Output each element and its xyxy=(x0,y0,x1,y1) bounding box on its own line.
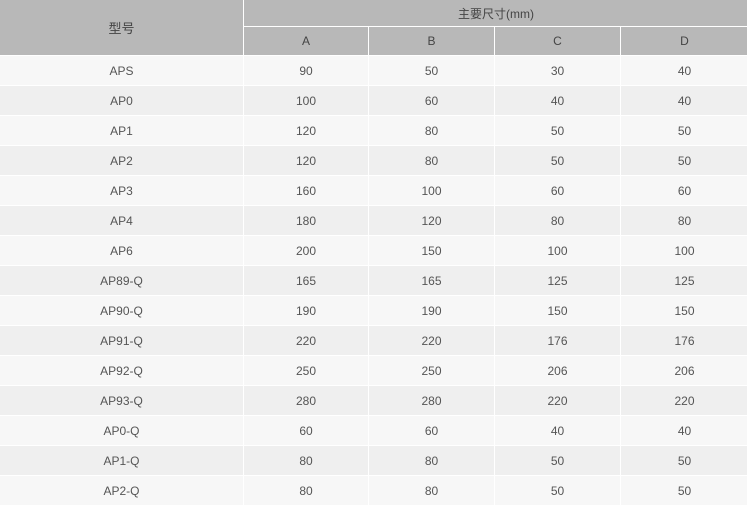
dimension-b-cell: 190 xyxy=(368,295,495,326)
dimension-a-cell: 190 xyxy=(243,295,369,326)
model-cell: AP0 xyxy=(0,85,244,116)
model-cell: APS xyxy=(0,55,244,86)
table-row: AP3 160 100 60 60 xyxy=(0,175,747,206)
table-row: AP91-Q 220 220 176 176 xyxy=(0,325,747,356)
model-header: 型号 xyxy=(0,0,244,56)
table-row: AP93-Q 280 280 220 220 xyxy=(0,385,747,416)
table-row: AP6 200 150 100 100 xyxy=(0,235,747,266)
dimension-a-cell: 250 xyxy=(243,355,369,386)
dimension-b-cell: 280 xyxy=(368,385,495,416)
dimension-c-cell: 125 xyxy=(494,265,621,296)
table-row: AP0-Q 60 60 40 40 xyxy=(0,415,747,446)
dimension-d-cell: 50 xyxy=(620,445,747,476)
dimension-c-cell: 50 xyxy=(494,475,621,506)
dimension-c-cell: 50 xyxy=(494,115,621,146)
dimension-c-cell: 40 xyxy=(494,85,621,116)
table-row: AP90-Q 190 190 150 150 xyxy=(0,295,747,326)
model-cell: AP92-Q xyxy=(0,355,244,386)
model-cell: AP89-Q xyxy=(0,265,244,296)
model-cell: AP3 xyxy=(0,175,244,206)
dimension-a-cell: 160 xyxy=(243,175,369,206)
dimension-a-cell: 180 xyxy=(243,205,369,236)
dimension-d-cell: 125 xyxy=(620,265,747,296)
dimension-c-cell: 50 xyxy=(494,145,621,176)
dimension-d-cell: 80 xyxy=(620,205,747,236)
dimension-d-cell: 40 xyxy=(620,415,747,446)
dimension-b-cell: 80 xyxy=(368,445,495,476)
dimension-a-cell: 120 xyxy=(243,115,369,146)
dimension-d-cell: 50 xyxy=(620,115,747,146)
dimension-c-cell: 100 xyxy=(494,235,621,266)
dimension-b-cell: 50 xyxy=(368,55,495,86)
dimension-b-cell: 60 xyxy=(368,415,495,446)
model-cell: AP90-Q xyxy=(0,295,244,326)
model-cell: AP0-Q xyxy=(0,415,244,446)
table-row: AP1 120 80 50 50 xyxy=(0,115,747,146)
model-cell: AP1-Q xyxy=(0,445,244,476)
table-row: AP4 180 120 80 80 xyxy=(0,205,747,236)
column-header-d: D xyxy=(620,26,747,56)
dimension-c-cell: 40 xyxy=(494,415,621,446)
dimension-d-cell: 50 xyxy=(620,475,747,506)
dimension-d-cell: 100 xyxy=(620,235,747,266)
dimension-d-cell: 220 xyxy=(620,385,747,416)
table-row: AP0 100 60 40 40 xyxy=(0,85,747,116)
dimension-b-cell: 100 xyxy=(368,175,495,206)
dimension-a-cell: 120 xyxy=(243,145,369,176)
dimension-a-cell: 280 xyxy=(243,385,369,416)
dimension-c-cell: 206 xyxy=(494,355,621,386)
dimension-d-cell: 150 xyxy=(620,295,747,326)
model-cell: AP1 xyxy=(0,115,244,146)
dimension-c-cell: 80 xyxy=(494,205,621,236)
dimension-b-cell: 80 xyxy=(368,145,495,176)
dimension-a-cell: 80 xyxy=(243,445,369,476)
dimension-a-cell: 60 xyxy=(243,415,369,446)
dimension-b-cell: 220 xyxy=(368,325,495,356)
dimension-c-cell: 30 xyxy=(494,55,621,86)
table-row: AP2-Q 80 80 50 50 xyxy=(0,475,747,506)
table-row: AP92-Q 250 250 206 206 xyxy=(0,355,747,386)
model-cell: AP2-Q xyxy=(0,475,244,506)
table-row: APS 90 50 30 40 xyxy=(0,55,747,86)
dimension-a-cell: 165 xyxy=(243,265,369,296)
dimensions-table: 型号 主要尺寸(mm) A B C D APS 90 50 30 40 AP0 100 60 4… xyxy=(0,0,747,506)
dimension-b-cell: 250 xyxy=(368,355,495,386)
dimension-c-cell: 176 xyxy=(494,325,621,356)
dimension-c-cell: 220 xyxy=(494,385,621,416)
table-row: AP2 120 80 50 50 xyxy=(0,145,747,176)
model-cell: AP6 xyxy=(0,235,244,266)
dimension-b-cell: 150 xyxy=(368,235,495,266)
dimension-b-cell: 60 xyxy=(368,85,495,116)
dimension-c-cell: 50 xyxy=(494,445,621,476)
dimension-d-cell: 206 xyxy=(620,355,747,386)
dimension-d-cell: 176 xyxy=(620,325,747,356)
dimension-b-cell: 80 xyxy=(368,475,495,506)
model-cell: AP4 xyxy=(0,205,244,236)
dimension-a-cell: 220 xyxy=(243,325,369,356)
table-row: AP1-Q 80 80 50 50 xyxy=(0,445,747,476)
column-header-b: B xyxy=(368,26,495,56)
dimension-d-cell: 40 xyxy=(620,55,747,86)
dimension-a-cell: 80 xyxy=(243,475,369,506)
column-header-a: A xyxy=(243,26,369,56)
dimension-d-cell: 60 xyxy=(620,175,747,206)
main-dimensions-header: 主要尺寸(mm) xyxy=(243,0,747,27)
dimension-c-cell: 60 xyxy=(494,175,621,206)
dimension-a-cell: 90 xyxy=(243,55,369,86)
table-row: AP89-Q 165 165 125 125 xyxy=(0,265,747,296)
dimension-d-cell: 40 xyxy=(620,85,747,116)
model-cell: AP93-Q xyxy=(0,385,244,416)
dimension-a-cell: 100 xyxy=(243,85,369,116)
dimension-c-cell: 150 xyxy=(494,295,621,326)
column-header-c: C xyxy=(494,26,621,56)
model-cell: AP2 xyxy=(0,145,244,176)
model-cell: AP91-Q xyxy=(0,325,244,356)
dimension-a-cell: 200 xyxy=(243,235,369,266)
dimension-b-cell: 120 xyxy=(368,205,495,236)
dimension-b-cell: 80 xyxy=(368,115,495,146)
dimension-d-cell: 50 xyxy=(620,145,747,176)
dimension-b-cell: 165 xyxy=(368,265,495,296)
